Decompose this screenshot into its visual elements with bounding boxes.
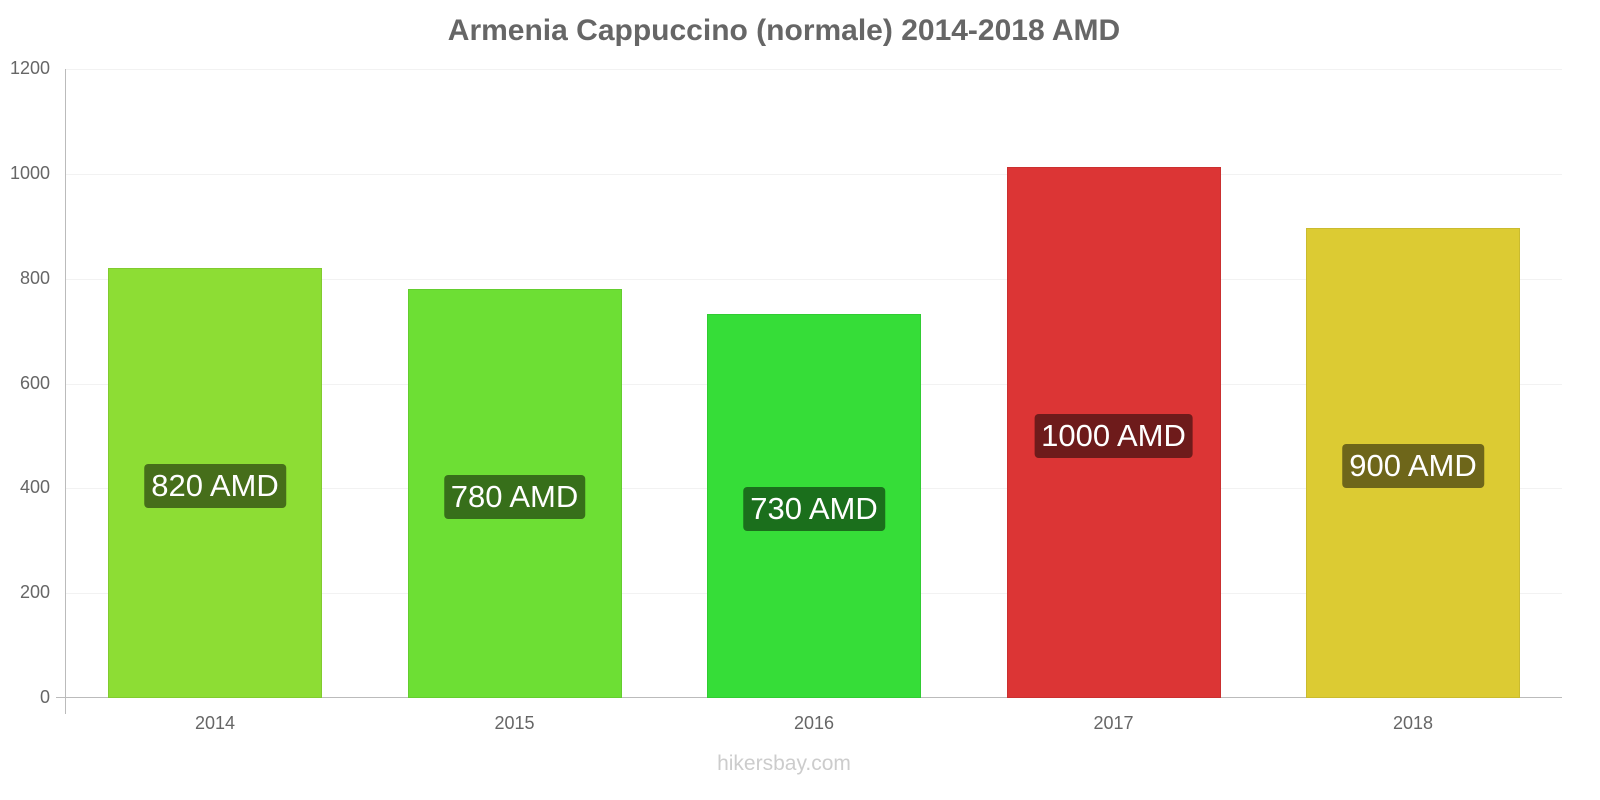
bar-data-label: 820 AMD (144, 464, 286, 509)
bar-data-label: 730 AMD (743, 487, 885, 532)
gridline (66, 278, 1562, 280)
y-axis-line (65, 69, 66, 714)
x-tick-label: 2016 (793, 713, 835, 733)
x-tick-label: 2015 (494, 713, 535, 733)
bar-data-label: 780 AMD (443, 474, 586, 519)
gridline (66, 69, 1562, 70)
x-tick-label: 2018 (1392, 713, 1434, 733)
bar-data-label: 900 AMD (1342, 443, 1484, 488)
chart-title: Armenia Cappuccino (normale) 2014-2018 A… (447, 14, 1121, 47)
y-tick-label: 1000 (9, 162, 50, 183)
watermark-credit: hikersbay.com (717, 752, 851, 775)
x-tick-label: 2017 (1093, 713, 1134, 733)
y-tick-label: 400 (19, 477, 50, 498)
y-tick-label: 800 (19, 267, 50, 288)
y-tick-label: 600 (19, 372, 50, 393)
y-tick-label: 0 (39, 687, 50, 707)
gridline (66, 173, 1562, 175)
bar-data-label: 1000 AMD (1034, 413, 1193, 458)
x-tick-label: 2014 (194, 713, 236, 733)
y-tick-label: 200 (19, 582, 50, 603)
y-tick-label: 1200 (9, 58, 50, 78)
